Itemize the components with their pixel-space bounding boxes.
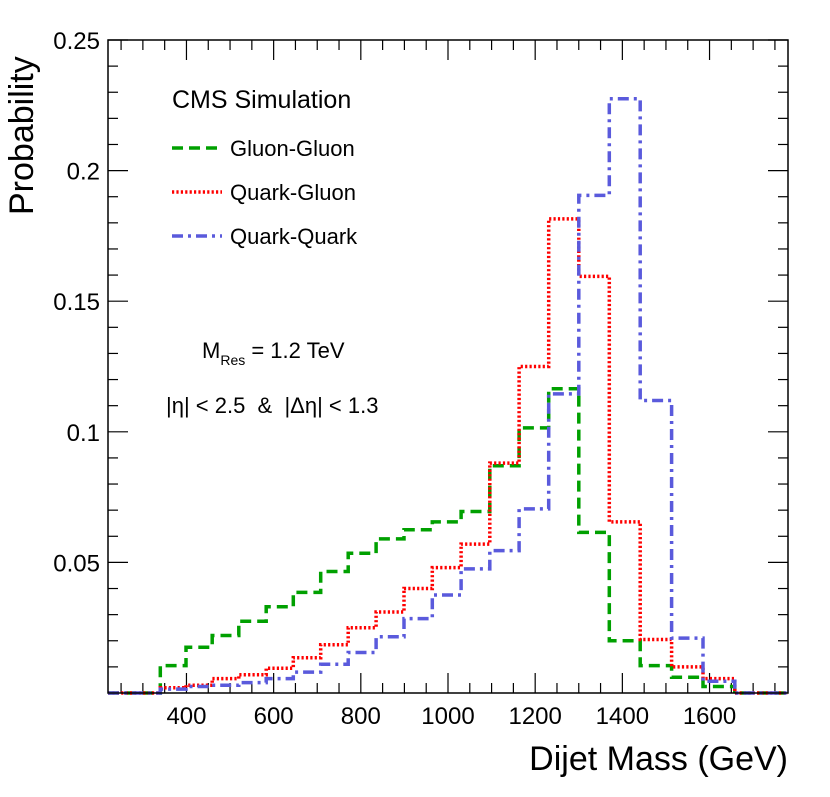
legend-entry-label: Gluon-Gluon <box>230 136 355 161</box>
x-tick-label: 1600 <box>683 703 736 730</box>
y-tick-label: 0.05 <box>53 550 100 577</box>
tick-labels: 400 600 800 1000 1200 1400 1600 0.05 0.1 0.15 0.2 0… <box>53 28 736 730</box>
y-tick-label: 0.25 <box>53 28 100 55</box>
eta-cuts-label: |η| < 2.5 & |Δη| < 1.3 <box>166 393 378 418</box>
legend: Gluon-Gluon Quark-Gluon Quark-Quark <box>172 136 358 249</box>
series-quark-gluon-line <box>108 217 788 695</box>
x-tick-label: 600 <box>254 703 294 730</box>
series-quark-quark-line <box>108 97 788 695</box>
x-tick-label: 800 <box>341 703 381 730</box>
legend-title: CMS Simulation <box>172 86 351 114</box>
y-tick-label: 0.2 <box>67 159 100 186</box>
resonance-mass-label: MRes = 1.2 TeV <box>202 338 345 368</box>
x-tick-label: 1200 <box>508 703 561 730</box>
legend-entry-label: Quark-Gluon <box>230 180 356 205</box>
legend-entry-label: Quark-Quark <box>230 224 358 249</box>
series-gluon-gluon-line <box>108 386 788 695</box>
x-axis-label: Dijet Mass (GeV) <box>529 740 788 778</box>
y-axis-label: Probability <box>3 56 41 215</box>
y-tick-label: 0.15 <box>53 289 100 316</box>
resonance-mass-subscript: Res <box>220 352 245 368</box>
plot-frame <box>107 39 789 694</box>
x-tick-label: 400 <box>166 703 206 730</box>
resonance-mass-value: = 1.2 TeV <box>245 338 345 363</box>
x-tick-label: 1000 <box>421 703 474 730</box>
resonance-mass-symbol: M <box>202 338 220 363</box>
x-tick-label: 1400 <box>596 703 649 730</box>
y-tick-label: 0.1 <box>67 420 100 447</box>
series-group <box>108 97 788 695</box>
